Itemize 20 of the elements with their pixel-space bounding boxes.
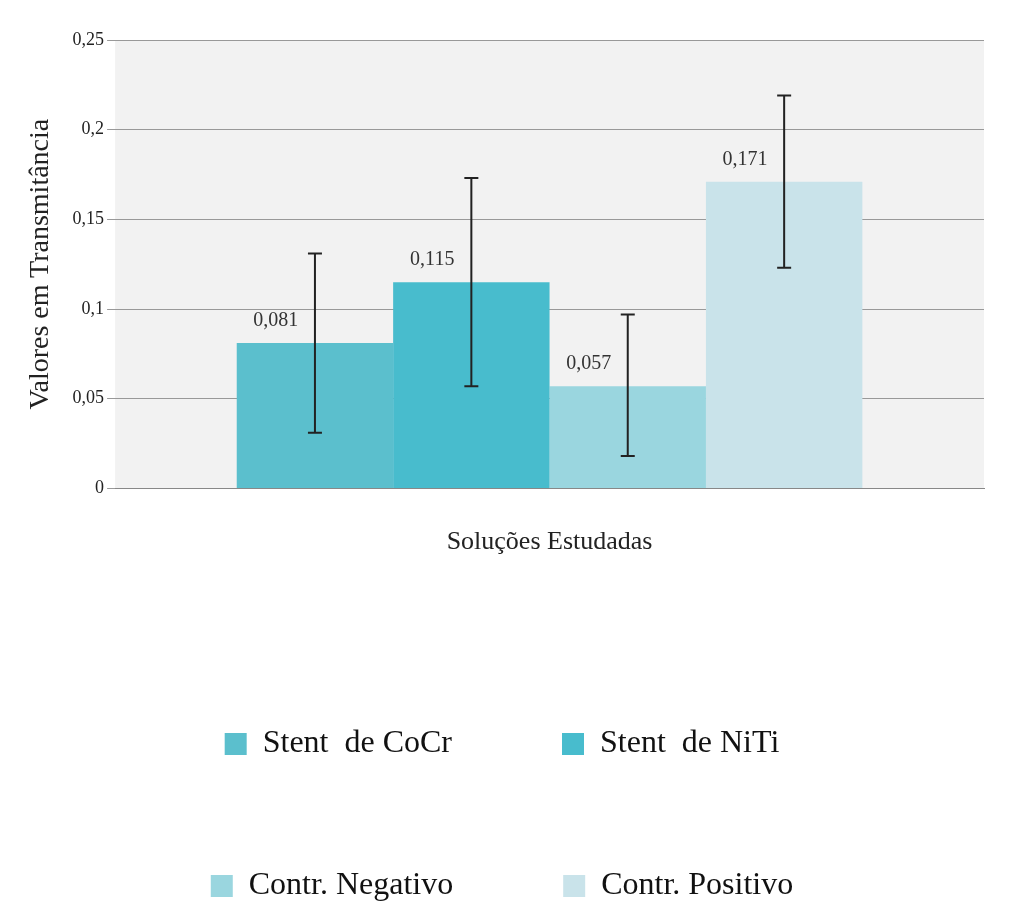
y-tick-label: 0,2	[81, 118, 105, 139]
y-tick-label: 0,1	[81, 297, 105, 318]
data-label: 0,171	[722, 146, 768, 169]
y-tick-label: 0,15	[72, 208, 105, 229]
y-tick-label: 0,25	[72, 28, 105, 49]
data-label: 0,081	[253, 308, 299, 331]
legend-label: Contr. Negativo	[248, 865, 454, 902]
bar	[393, 282, 550, 488]
y-tick-label: 0	[95, 477, 105, 498]
legend-label: Stent de NiTi	[600, 723, 780, 760]
legend-label: Contr. Positivo	[601, 865, 794, 902]
y-axis-title: Valores em Transmitância	[23, 118, 55, 410]
legend-label: Stent de CoCr	[262, 723, 453, 760]
x-axis-title: Soluções Estudadas	[446, 526, 653, 556]
bar	[705, 181, 863, 488]
data-label: 0,057	[566, 351, 612, 374]
y-tick-label: 0,05	[72, 387, 105, 408]
bar	[236, 343, 394, 488]
data-label: 0,115	[410, 247, 455, 270]
bar	[549, 386, 706, 488]
